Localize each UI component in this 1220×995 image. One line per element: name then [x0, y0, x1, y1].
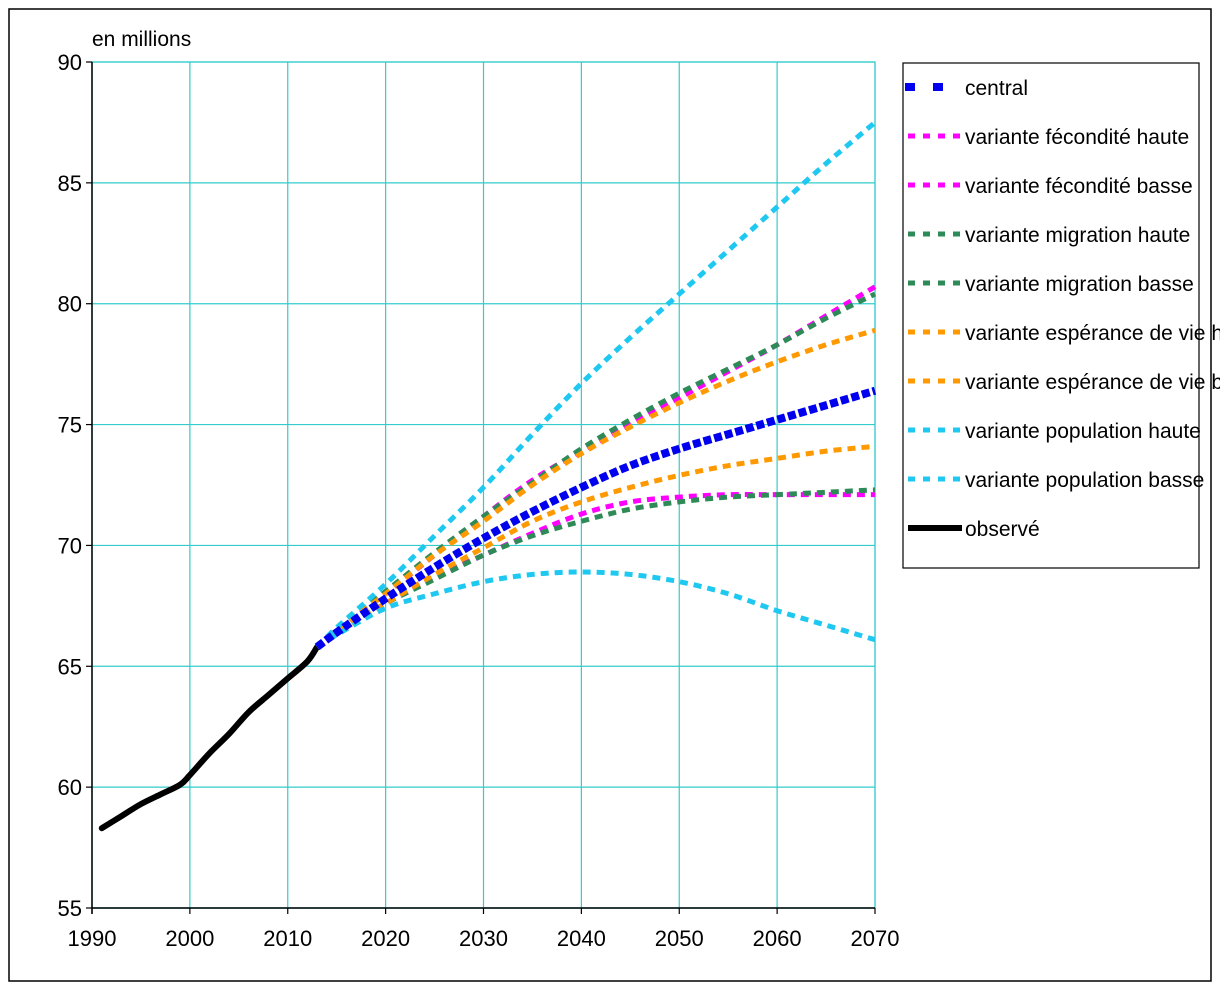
y-tick-label-70: 70 [58, 533, 82, 558]
legend-label-3: variante migration haute [965, 224, 1190, 247]
legend-label-4: variante migration basse [965, 273, 1194, 296]
legend-label-5: variante espérance de vie haute [965, 322, 1220, 345]
legend-label-0: central [965, 77, 1028, 100]
series-lines [98, 120, 877, 832]
y-tick-label-60: 60 [58, 775, 82, 800]
x-tick-label-2050: 2050 [655, 926, 704, 951]
legend-label-9: observé [965, 518, 1040, 541]
series-line-0 [314, 386, 877, 651]
y-tick-label-55: 55 [58, 896, 82, 921]
y-unit-label: en millions [92, 28, 191, 51]
x-tick-label-2020: 2020 [361, 926, 410, 951]
series-line-8 [315, 569, 876, 650]
y-tick-label-65: 65 [58, 654, 82, 679]
legend: central variante fécondité haute variante … [902, 62, 1220, 569]
series-line-9 [98, 643, 321, 832]
legend-box [902, 62, 1200, 569]
y-tick-label-90: 90 [58, 50, 82, 75]
y-tick-label-85: 85 [58, 171, 82, 196]
y-tick-label-80: 80 [58, 292, 82, 317]
x-tick-label-2000: 2000 [165, 926, 214, 951]
legend-label-8: variante population basse [965, 469, 1204, 492]
legend-label-2: variante fécondité basse [965, 175, 1193, 198]
y-tick-label-75: 75 [58, 413, 82, 438]
x-tick-label-2070: 2070 [851, 926, 900, 951]
series-line-7 [315, 120, 877, 649]
legend-label-6: variante espérance de vie basse [965, 371, 1220, 394]
series-line-4 [315, 487, 876, 649]
legend-label-1: variante fécondité haute [965, 126, 1189, 149]
x-tick-label-2060: 2060 [753, 926, 802, 951]
series-line-5 [315, 327, 876, 649]
x-tick-label-2030: 2030 [459, 926, 508, 951]
x-tick-label-2040: 2040 [557, 926, 606, 951]
axes: 55 60 65 70 75 80 85 90 1990 2000 2010 2020 2030 2040… [58, 50, 900, 951]
x-tick-label-1990: 1990 [68, 926, 117, 951]
legend-label-7: variante population haute [965, 420, 1201, 443]
x-tick-label-2010: 2010 [263, 926, 312, 951]
